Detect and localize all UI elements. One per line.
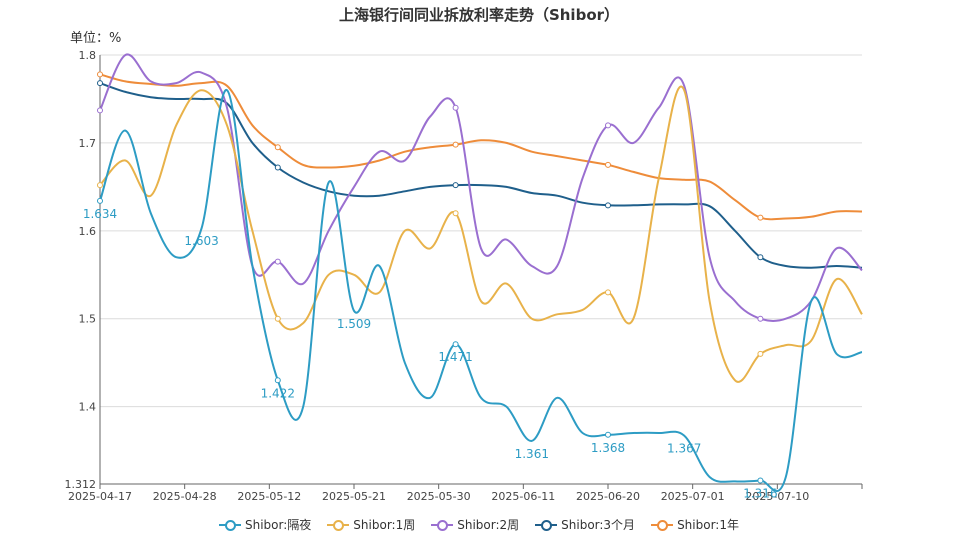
series-point-0 xyxy=(757,477,764,484)
x-tick-label: 2025-07-10 xyxy=(745,490,809,503)
legend-swatch-icon xyxy=(219,519,241,531)
series-line-2 xyxy=(99,53,863,322)
y-tick-label: 1.8 xyxy=(79,49,97,62)
x-tick-label: 2025-06-20 xyxy=(576,490,640,503)
data-label: 1.316 xyxy=(743,486,777,500)
y-tick-label: 1.6 xyxy=(79,225,97,238)
series-point-1 xyxy=(605,289,611,296)
legend: Shibor:隔夜 Shibor:1周 Shibor:2周 Shibor:3个月 Shi… xyxy=(0,516,958,533)
legend-swatch-icon xyxy=(431,519,454,531)
series-point-3 xyxy=(274,164,281,171)
series-point-2 xyxy=(274,258,281,265)
legend-swatch-icon xyxy=(651,519,674,531)
data-label: 1.509 xyxy=(337,317,371,331)
x-tick-label: 2025-05-12 xyxy=(237,490,301,503)
x-tick-label: 2025-07-01 xyxy=(661,490,725,503)
series-point-1 xyxy=(757,350,764,357)
unit-label: 单位：% xyxy=(70,31,122,46)
legend-item[interactable]: Shibor:2周 xyxy=(431,516,519,533)
legend-item[interactable]: Shibor:1年 xyxy=(651,516,739,533)
series-point-3 xyxy=(452,182,459,189)
legend-label: Shibor:1年 xyxy=(677,518,739,532)
chart-title: 上海银行间同业拆放利率走势（Shibor） xyxy=(338,6,620,24)
series-point-2 xyxy=(757,315,764,322)
series-point-0 xyxy=(605,431,611,438)
x-tick-label: 2025-05-21 xyxy=(322,490,386,503)
y-tick-label: 1.4 xyxy=(79,401,97,414)
series-point-3 xyxy=(97,80,103,87)
series-line-3 xyxy=(99,82,863,269)
legend-label: Shibor:隔夜 xyxy=(245,518,312,532)
y-tick-label: 1.5 xyxy=(79,313,97,326)
series-line-4 xyxy=(99,73,863,221)
series-point-2 xyxy=(605,122,611,129)
x-tick-label: 2025-05-30 xyxy=(407,490,471,503)
series-point-4 xyxy=(605,161,611,168)
data-label: 1.603 xyxy=(184,234,218,248)
legend-item[interactable]: Shibor:3个月 xyxy=(535,516,635,533)
legend-item[interactable]: Shibor:1周 xyxy=(327,516,415,533)
legend-label: Shibor:3个月 xyxy=(561,518,636,532)
series-point-1 xyxy=(452,210,459,217)
series-point-4 xyxy=(452,141,459,148)
data-label: 1.368 xyxy=(591,441,625,455)
x-tick-label: 2025-04-17 xyxy=(68,490,132,503)
series-point-4 xyxy=(757,214,764,221)
legend-label: Shibor:1周 xyxy=(353,518,416,532)
series-point-0 xyxy=(274,377,281,384)
series-point-0 xyxy=(97,197,103,204)
series-point-3 xyxy=(757,254,764,261)
y-tick-label: 1.312 xyxy=(65,478,97,491)
legend-label: Shibor:2周 xyxy=(457,518,520,532)
data-label: 1.367 xyxy=(667,442,701,456)
legend-swatch-icon xyxy=(327,519,350,531)
legend-item[interactable]: Shibor:隔夜 xyxy=(219,516,311,533)
series-point-1 xyxy=(97,182,103,189)
series-point-2 xyxy=(97,107,103,114)
data-label: 1.361 xyxy=(515,447,549,461)
series-line-0 xyxy=(99,89,863,493)
data-label: 1.471 xyxy=(438,350,472,364)
series-point-3 xyxy=(605,202,611,209)
data-label: 1.634 xyxy=(83,207,117,221)
legend-swatch-icon xyxy=(535,519,558,531)
y-tick-label: 1.7 xyxy=(79,137,97,150)
series-point-4 xyxy=(97,71,103,78)
data-label: 1.422 xyxy=(261,386,295,400)
series-point-2 xyxy=(452,104,459,111)
x-tick-label: 2025-06-11 xyxy=(491,490,555,503)
series-point-0 xyxy=(452,341,459,348)
series-line-1 xyxy=(99,85,863,383)
series-point-4 xyxy=(274,144,281,151)
series-point-1 xyxy=(274,315,281,322)
x-tick-label: 2025-04-28 xyxy=(153,490,217,503)
